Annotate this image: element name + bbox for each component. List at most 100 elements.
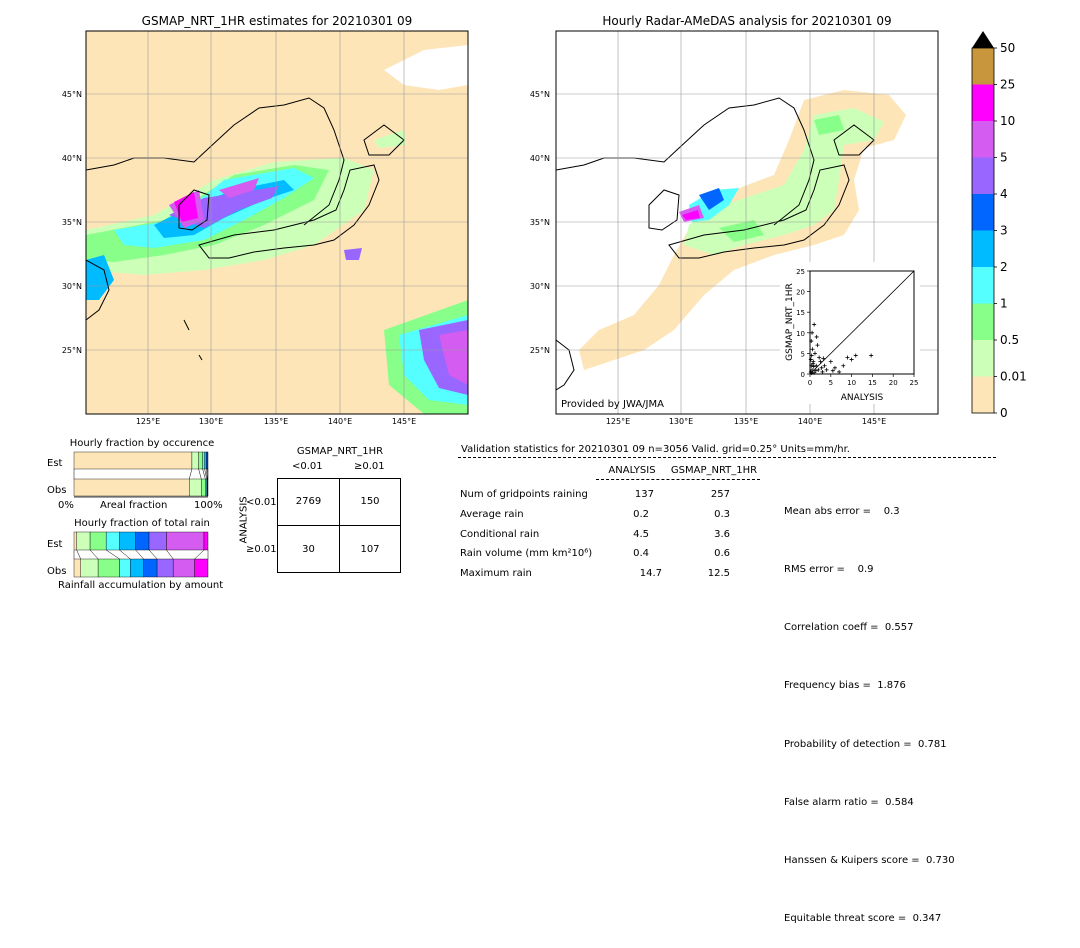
right-map-title: Hourly Radar-AMeDAS analysis for 2021030…	[556, 14, 938, 28]
fraction-bar-segment	[189, 479, 201, 496]
validation-row-analysis: 137	[596, 489, 654, 500]
score-mean-abs-error: Mean abs error = 0.3	[784, 502, 955, 521]
svg-text:130°E: 130°E	[669, 417, 693, 426]
validation-col-gsmap: GSMAP_NRT_1HR	[668, 465, 760, 476]
validation-divider	[458, 457, 996, 458]
total-rain-chart: Est Obs	[44, 530, 224, 580]
svg-text:45°N: 45°N	[530, 90, 550, 99]
scatter-x-tick: 25	[910, 379, 919, 387]
fraction-bar-segment	[166, 532, 204, 550]
score-rms-error: RMS error = 0.9	[784, 560, 955, 579]
fraction-bar-segment	[74, 452, 192, 469]
colorbar-label: 2	[1000, 260, 1008, 274]
svg-text:25°N: 25°N	[530, 346, 550, 355]
contingency-table: 2769 150 30 107	[277, 478, 401, 573]
svg-text:145°E: 145°E	[392, 417, 416, 426]
occurrence-axis-mid: Areal fraction	[100, 500, 167, 511]
colorbar-swatch	[972, 231, 994, 268]
fraction-bar-segment	[204, 532, 208, 550]
contingency-col-ge: ≥0.01	[354, 461, 385, 472]
svg-text:30°N: 30°N	[62, 282, 82, 291]
fraction-bar-segment	[98, 559, 119, 577]
fraction-bar-segment	[120, 559, 131, 577]
fraction-bar-segment	[130, 559, 143, 577]
scatter-x-tick: 0	[808, 379, 812, 387]
validation-row-analysis: 4.5	[596, 529, 649, 540]
colorbar-swatch	[972, 267, 994, 304]
contingency-cell-miss: 30	[278, 544, 339, 555]
contingency-cell-hit-none: 2769	[278, 496, 339, 507]
svg-text:145°E: 145°E	[862, 417, 886, 426]
colorbar-swatch	[972, 194, 994, 231]
occurrence-axis-right: 100%	[194, 500, 223, 511]
scatter-x-tick: 10	[847, 379, 856, 387]
score-frequency-bias: Frequency bias = 1.876	[784, 676, 955, 695]
validation-row-gsmap: 0.3	[668, 509, 730, 520]
fraction-bar-segment	[120, 532, 136, 550]
left-map: 45°N 40°N 35°N 30°N 25°N 125°E 130°E 135…	[44, 30, 474, 430]
fraction-bar-segment	[81, 559, 98, 577]
validation-row-label: Num of gridpoints raining	[460, 489, 588, 500]
validation-header: Validation statistics for 20210301 09 n=…	[461, 444, 850, 455]
scatter-x-tick: 15	[868, 379, 877, 387]
fraction-bar-segment	[201, 479, 205, 496]
fraction-bar-segment	[74, 532, 77, 550]
validation-row-gsmap: 0.6	[668, 548, 730, 559]
scatter-y-tick: 15	[796, 309, 805, 317]
colorbar-label: 10	[1000, 114, 1015, 128]
svg-text:40°N: 40°N	[62, 154, 82, 163]
svg-text:140°E: 140°E	[328, 417, 352, 426]
svg-text:25°N: 25°N	[62, 346, 82, 355]
validation-row-label: Maximum rain	[460, 568, 532, 579]
scatter-x-tick: 5	[829, 379, 833, 387]
scatter-xlabel: ANALYSIS	[841, 393, 884, 403]
validation-row-label: Rain volume (mm km²10⁶)	[460, 548, 592, 559]
contingency-title: GSMAP_NRT_1HR	[278, 446, 402, 457]
score-correlation: Correlation coeff = 0.557	[784, 618, 955, 637]
contingency-cell-hit: 107	[340, 544, 400, 555]
colorbar-swatch	[972, 121, 994, 158]
score-ets: Equitable threat score = 0.347	[784, 909, 955, 928]
validation-row-analysis: 14.7	[596, 568, 662, 579]
colorbar-label: 3	[1000, 224, 1008, 238]
svg-text:45°N: 45°N	[62, 90, 82, 99]
contingency-row-axis: ANALYSIS	[239, 504, 250, 544]
fraction-bar-segment	[203, 452, 205, 469]
colorbar-swatch	[972, 85, 994, 122]
validation-row-label: Average rain	[460, 509, 524, 520]
occurrence-axis-left: 0%	[58, 500, 74, 511]
total-rain-footer: Rainfall accumulation by amount	[58, 580, 223, 591]
validation-row-gsmap: 12.5	[668, 568, 730, 579]
fraction-bar-segment	[90, 532, 106, 550]
occurrence-row-est: Est	[47, 458, 63, 469]
fraction-bar-segment	[149, 532, 166, 550]
scatter-ylabel: GSMAP_NRT_1HR	[785, 283, 795, 361]
fraction-bar-segment	[173, 559, 194, 577]
total-rain-title: Hourly fraction of total rain	[68, 518, 216, 529]
svg-text:35°N: 35°N	[62, 218, 82, 227]
colorbar-swatch	[972, 340, 994, 377]
svg-text:140°E: 140°E	[798, 417, 822, 426]
fraction-bar-segment	[199, 452, 203, 469]
fraction-bar-segment	[205, 479, 206, 496]
colorbar-label: 25	[1000, 78, 1015, 92]
fraction-bar-segment	[205, 452, 207, 469]
scatter-y-tick: 20	[796, 289, 805, 297]
fraction-bar-segment	[74, 559, 81, 577]
colorbar-label: 4	[1000, 187, 1008, 201]
validation-row-gsmap: 257	[668, 489, 730, 500]
validation-col-analysis: ANALYSIS	[596, 465, 668, 476]
fraction-bar-segment	[77, 532, 90, 550]
validation-row-analysis: 0.2	[596, 509, 649, 520]
colorbar-extend-arrow	[972, 31, 994, 48]
validation-row-gsmap: 3.6	[668, 529, 730, 540]
left-map-title: GSMAP_NRT_1HR estimates for 20210301 09	[86, 14, 468, 28]
fraction-bar-segment	[144, 559, 157, 577]
score-hk: Hanssen & Kuipers score = 0.730	[784, 851, 955, 870]
contingency-col-lt: <0.01	[292, 461, 323, 472]
colorbar-label: 5	[1000, 151, 1008, 165]
total-rain-row-obs: Obs	[47, 566, 66, 577]
